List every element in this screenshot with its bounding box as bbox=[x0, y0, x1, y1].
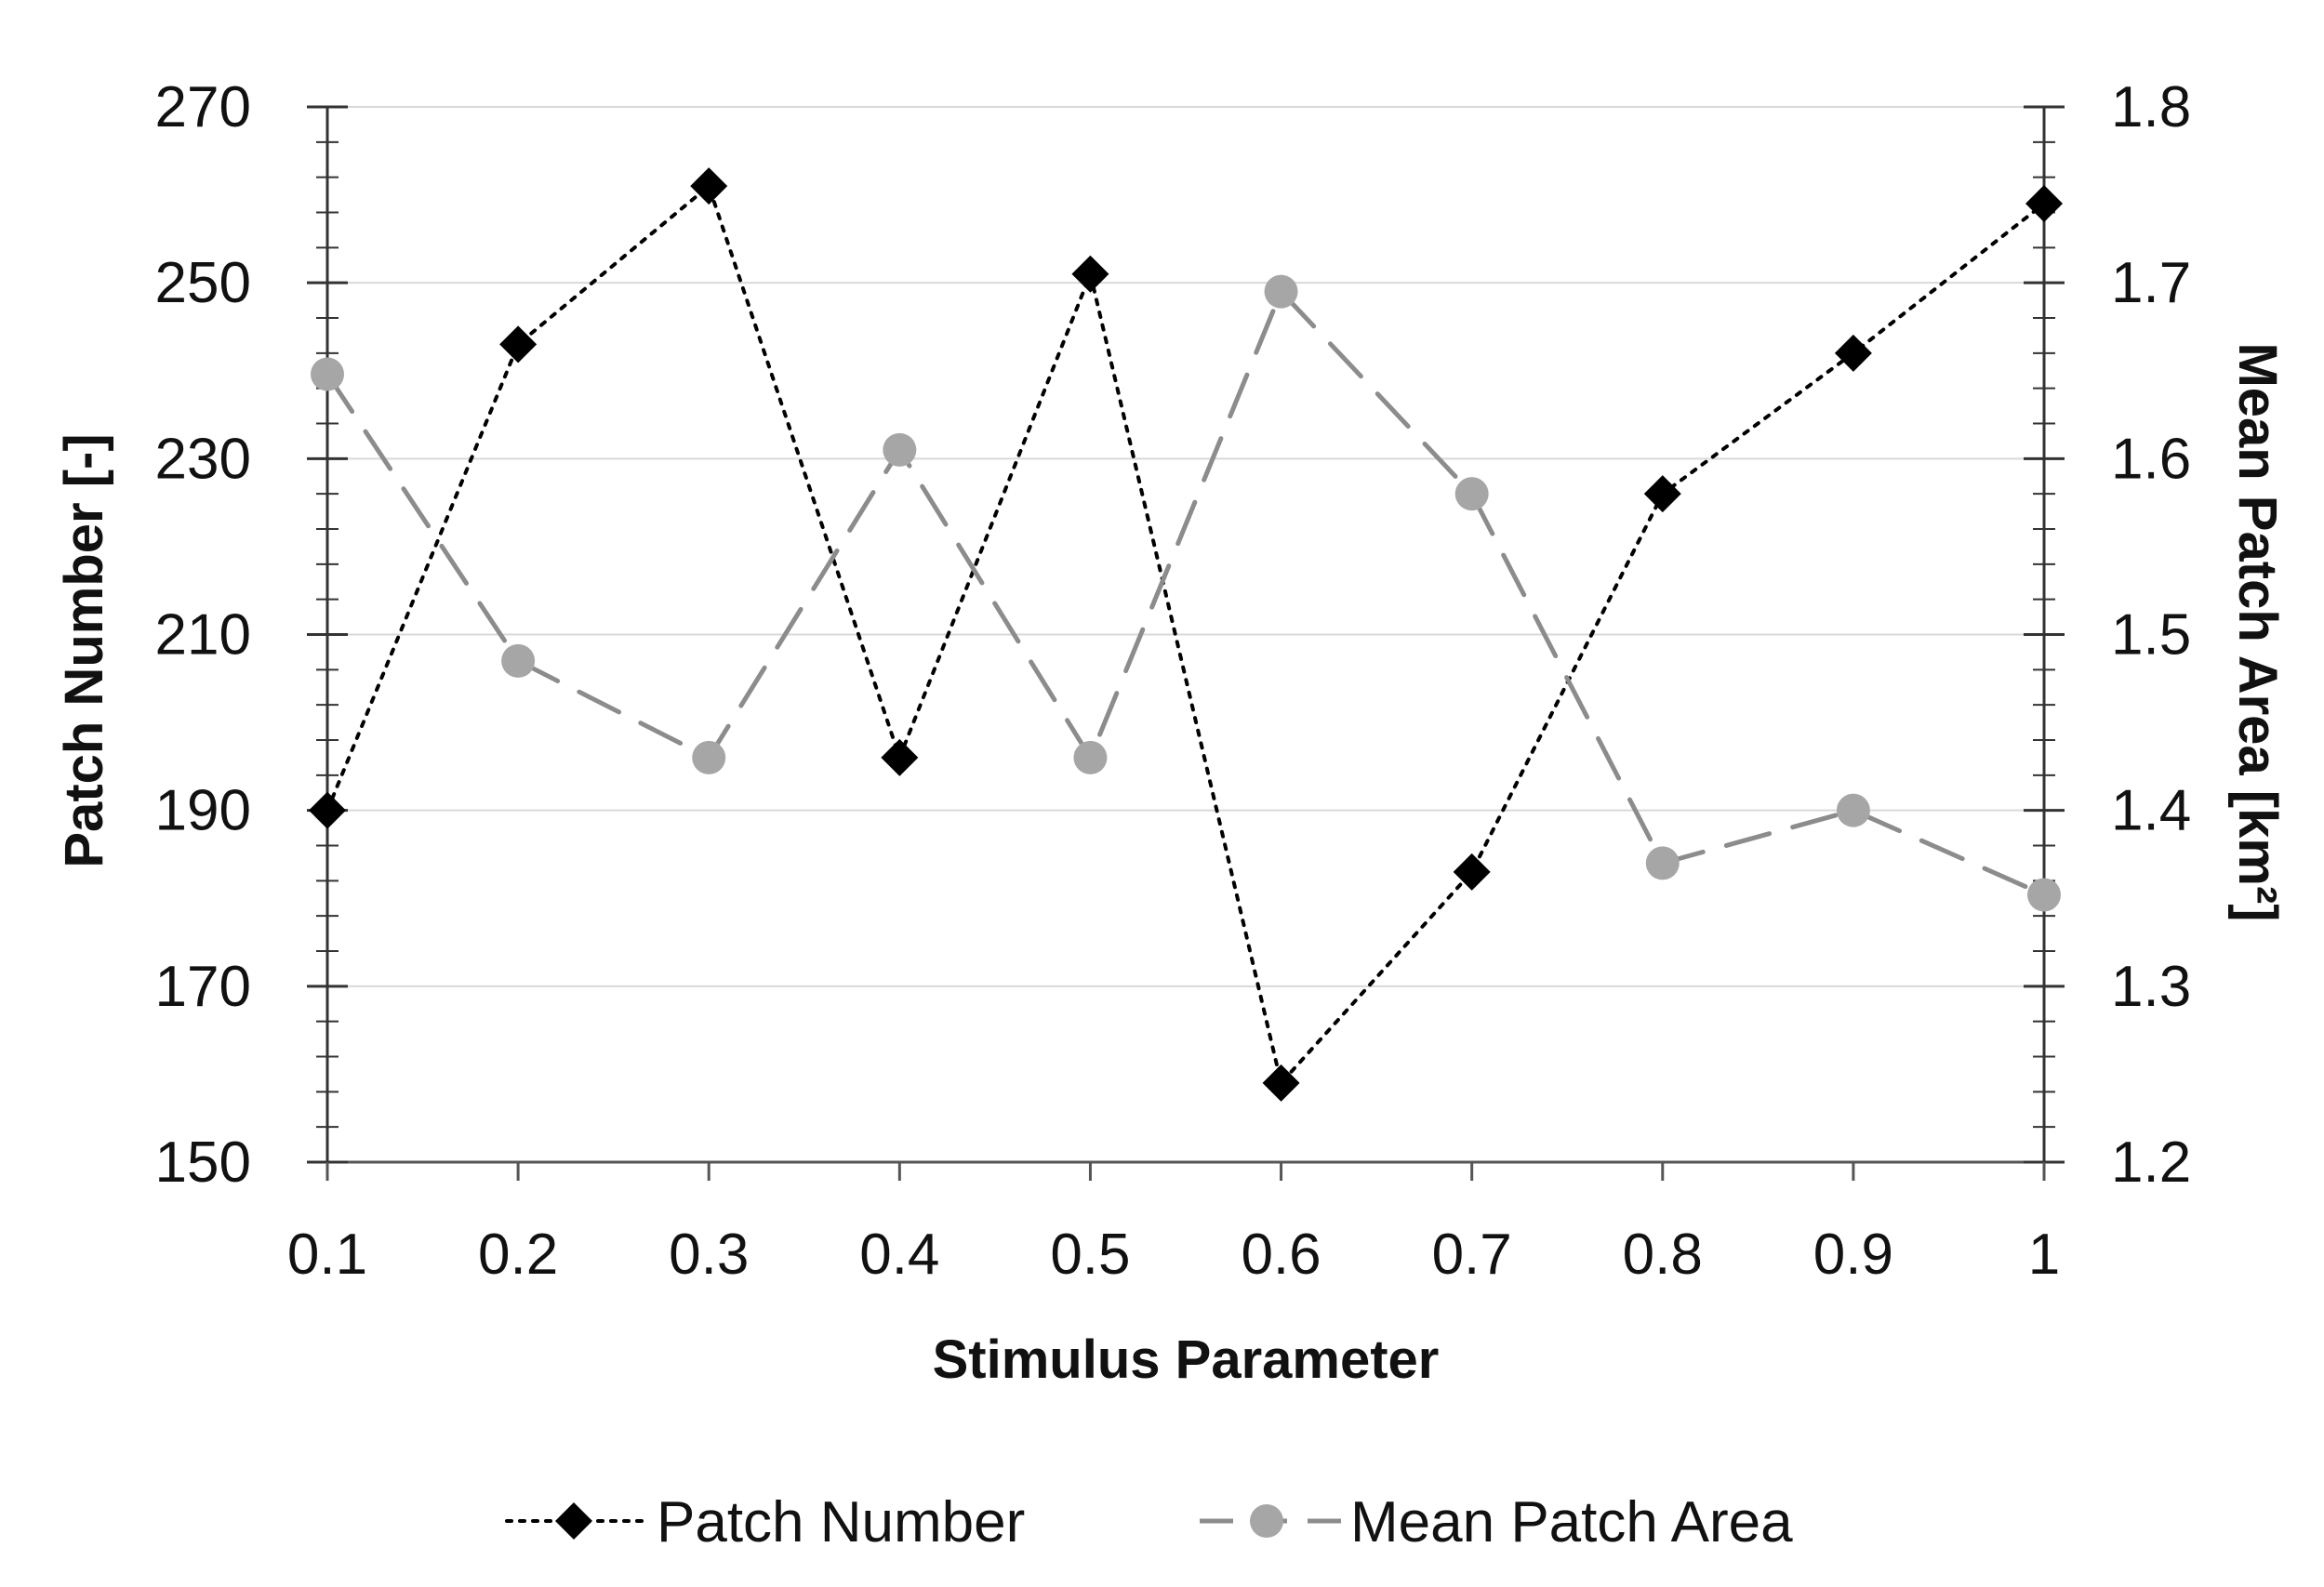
x-tick-label: 0.1 bbox=[287, 1223, 367, 1287]
patch-number-point bbox=[309, 791, 346, 829]
x-tick-label: 0.7 bbox=[1432, 1223, 1512, 1287]
right-tick-label: 1.2 bbox=[2111, 1131, 2191, 1195]
patch-number-point bbox=[690, 167, 728, 205]
legend-label-1: Patch Number bbox=[657, 1490, 1025, 1554]
right-tick-label: 1.6 bbox=[2111, 427, 2191, 491]
left-tick-label: 210 bbox=[155, 603, 251, 668]
mean-patch-area-point bbox=[501, 643, 536, 678]
series-layer bbox=[309, 167, 2063, 1102]
x-tick-label: 0.9 bbox=[1813, 1223, 1893, 1287]
patch-number-point bbox=[2025, 185, 2063, 223]
x-tick-label: 0.3 bbox=[669, 1223, 749, 1287]
right-axis-ticks: 1.2 1.3 1.4 1.5 1.6 1.7 1.8 bbox=[2024, 75, 2191, 1195]
x-tick-label: 1 bbox=[2028, 1223, 2060, 1287]
right-tick-label: 1.3 bbox=[2111, 955, 2191, 1019]
right-tick-label: 1.5 bbox=[2111, 603, 2191, 668]
right-tick-label: 1.4 bbox=[2111, 779, 2191, 843]
gridlines bbox=[307, 106, 2046, 987]
left-tick-label: 230 bbox=[155, 427, 251, 491]
patch-number-point bbox=[881, 738, 919, 776]
mean-patch-area-point bbox=[311, 357, 344, 391]
mean-patch-area-point bbox=[2027, 878, 2061, 912]
left-axis-ticks: 150 170 190 210 230 250 270 bbox=[155, 75, 348, 1195]
x-tick-label: 0.5 bbox=[1050, 1223, 1130, 1287]
mean-patch-area-point bbox=[1645, 846, 1680, 880]
series-line-1 bbox=[325, 182, 2046, 1088]
x-tick-label: 0.6 bbox=[1241, 1223, 1321, 1287]
mean-patch-area-point bbox=[1264, 274, 1298, 309]
left-tick-label: 170 bbox=[155, 955, 251, 1019]
x-tick-label: 0.8 bbox=[1623, 1223, 1703, 1287]
x-axis-title: Stimulus Parameter bbox=[933, 1329, 1440, 1390]
patch-number-point bbox=[1071, 255, 1109, 293]
series-line-2 bbox=[325, 287, 2047, 897]
legend-label-2: Mean Patch Area bbox=[1350, 1490, 1793, 1554]
mean-patch-area-point bbox=[1073, 740, 1108, 774]
legend-swatch-diamond bbox=[555, 1502, 592, 1540]
x-axis-ticks: 0.1 0.2 0.3 0.4 0.5 0.6 0.7 0.8 0.9 1 bbox=[287, 1162, 2060, 1287]
patch-number-point bbox=[499, 325, 538, 364]
mean-patch-area-point bbox=[883, 432, 917, 467]
x-tick-label: 0.4 bbox=[859, 1223, 939, 1287]
x-tick-label: 0.2 bbox=[478, 1223, 558, 1287]
mean-patch-area-point bbox=[692, 740, 726, 774]
mean-patch-area-point bbox=[1836, 793, 1870, 827]
left-axis-title: Patch Number [-] bbox=[54, 433, 114, 867]
mean-patch-area-point bbox=[1454, 477, 1489, 511]
left-tick-label: 150 bbox=[155, 1131, 251, 1195]
patch-number-point bbox=[1834, 334, 1872, 372]
right-axis-title: Mean Patch Area [km²] bbox=[2227, 342, 2288, 921]
right-tick-label: 1.8 bbox=[2111, 75, 2191, 139]
patch-number-point bbox=[1453, 853, 1491, 891]
left-tick-label: 190 bbox=[155, 779, 251, 843]
patch-number-point bbox=[1262, 1064, 1300, 1102]
patch-number-point bbox=[1643, 475, 1681, 513]
left-tick-label: 250 bbox=[155, 251, 251, 315]
legend: Patch Number Mean Patch Area bbox=[505, 1490, 1793, 1554]
legend-swatch-circle bbox=[1250, 1504, 1283, 1538]
left-tick-label: 270 bbox=[155, 75, 251, 139]
right-tick-label: 1.7 bbox=[2111, 251, 2191, 315]
